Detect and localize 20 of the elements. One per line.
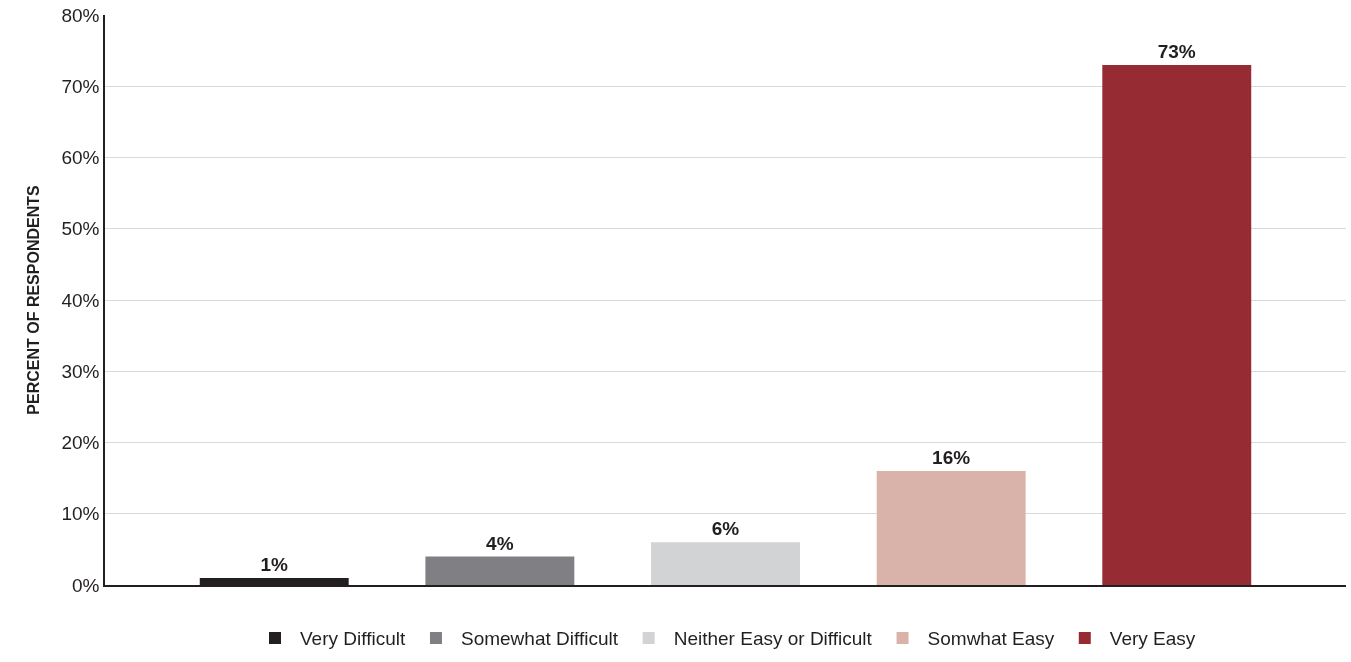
y-tick-label: 50% (61, 218, 100, 240)
y-axis-title: PERCENT OF RESPONDENTS (24, 184, 42, 415)
y-tick-label: 80% (61, 4, 100, 26)
y-tick-label: 40% (61, 289, 100, 311)
y-tick-label: 10% (61, 503, 100, 525)
data-label: 6% (711, 518, 740, 540)
y-tick-label: 0% (71, 574, 100, 596)
legend-label: Somwhat Easy (927, 628, 1055, 650)
y-tick-label: 20% (61, 432, 100, 454)
data-label: 16% (932, 447, 971, 468)
y-tick-label: 60% (61, 147, 100, 169)
y-tick-label: 70% (61, 75, 100, 97)
data-label: 1% (260, 553, 289, 575)
legend-label: Somewhat Difficult (460, 628, 619, 650)
legend-label: Neither Easy or Difficult (673, 628, 873, 650)
data-label: 4% (486, 532, 514, 554)
y-tick-label: 30% (61, 360, 100, 382)
legend-label: Very Difficult (300, 628, 406, 650)
data-label: 73% (1157, 40, 1196, 62)
legend-label: Very Easy (1109, 628, 1196, 650)
